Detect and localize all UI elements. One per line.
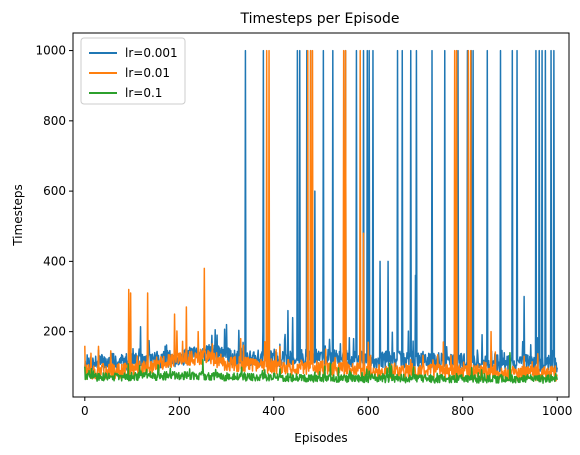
legend-box	[80, 37, 186, 105]
series-line-2	[84, 49, 558, 382]
x-tick-label: 400	[262, 404, 285, 418]
x-axis-ticks: 0 200 400 600 800 1000	[81, 397, 572, 418]
series-line-3	[84, 351, 558, 384]
x-tick-label: 1000	[542, 404, 573, 418]
plot-frame	[72, 32, 570, 398]
chart-title: Timesteps per Episode	[240, 11, 400, 27]
x-tick-label: 600	[357, 404, 380, 418]
y-tick-label: 400	[43, 254, 66, 268]
y-tick-label: 600	[43, 184, 66, 198]
legend-label: lr=0.01	[125, 66, 170, 80]
y-axis-ticks: 200 400 600 800 1000	[35, 44, 73, 339]
legend-label: lr=0.1	[125, 86, 162, 100]
legend: lr=0.001 lr=0.01 lr=0.1	[80, 37, 186, 105]
x-tick-label: 200	[168, 404, 191, 418]
x-tick-label: 0	[81, 404, 89, 418]
legend-label: lr=0.001	[125, 46, 178, 60]
y-tick-label: 1000	[35, 44, 66, 58]
y-axis-label: Timesteps	[11, 184, 25, 247]
y-tick-label: 800	[43, 114, 66, 128]
x-tick-label: 800	[451, 404, 474, 418]
x-axis-label: Episodes	[294, 431, 347, 445]
plot-lines	[84, 49, 558, 384]
y-tick-label: 200	[43, 325, 66, 339]
